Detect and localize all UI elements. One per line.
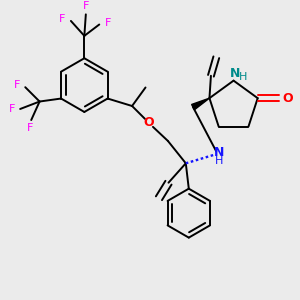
Text: F: F: [82, 1, 89, 11]
Text: F: F: [104, 18, 111, 28]
Text: F: F: [9, 104, 15, 114]
Text: F: F: [14, 80, 20, 90]
Text: N: N: [230, 67, 240, 80]
Text: O: O: [282, 92, 293, 105]
Text: F: F: [59, 14, 66, 24]
Text: H: H: [215, 156, 224, 166]
Text: F: F: [26, 123, 33, 134]
Text: O: O: [143, 116, 154, 129]
Text: H: H: [239, 72, 247, 82]
Text: N: N: [214, 146, 224, 159]
Polygon shape: [192, 98, 209, 110]
